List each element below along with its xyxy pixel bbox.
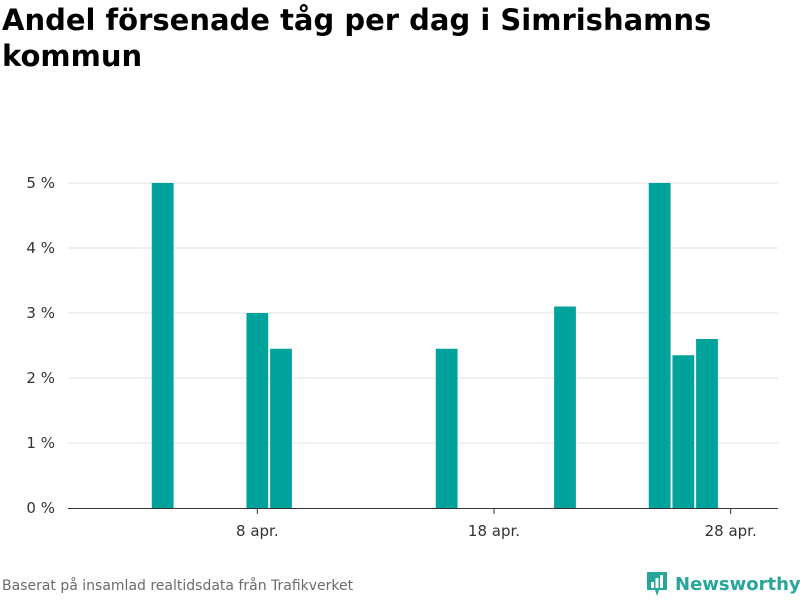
- bar: [648, 183, 671, 508]
- brand-name: Newsworthy: [675, 573, 800, 595]
- x-tick-label: 8 apr.: [236, 522, 279, 540]
- chart-title: Andel försenade tåg per dag i Simrishamn…: [2, 3, 712, 73]
- y-tick-label: 4 %: [26, 239, 55, 257]
- x-tick-label: 28 apr.: [705, 522, 757, 540]
- bars: [151, 183, 718, 508]
- x-axis-ticks: 8 apr. 18 apr. 28 apr.: [236, 508, 757, 540]
- bar: [435, 348, 458, 508]
- y-tick-label: 5 %: [26, 174, 55, 192]
- newsworthy-icon: [647, 572, 667, 596]
- newsworthy-logo[interactable]: Newsworthy: [645, 569, 800, 599]
- bar: [672, 355, 695, 508]
- bar: [270, 348, 292, 508]
- source-note: Baserat på insamlad realtidsdata från Tr…: [2, 578, 354, 594]
- bar: [246, 313, 269, 508]
- bar: [151, 183, 174, 508]
- y-tick-label: 2 %: [26, 369, 55, 387]
- y-tick-label: 1 %: [26, 434, 55, 452]
- bar: [554, 306, 576, 508]
- gridlines: [68, 182, 778, 444]
- y-axis-labels: 0 % 1 % 2 % 3 % 4 % 5 %: [26, 174, 55, 517]
- bar: [696, 339, 718, 508]
- y-tick-label: 3 %: [26, 304, 55, 322]
- y-tick-label: 0 %: [26, 499, 55, 517]
- x-tick-label: 18 apr.: [468, 522, 520, 540]
